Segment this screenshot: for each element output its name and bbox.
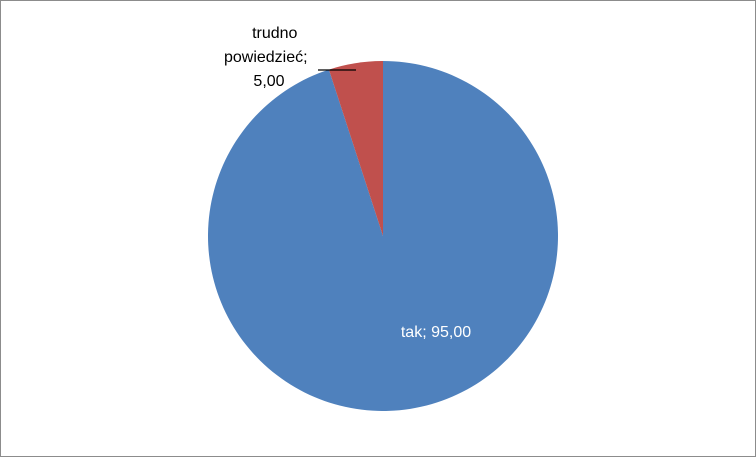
slice-label-trudno-powiedziec: trudno powiedzieć; 5,00 (224, 25, 312, 90)
slice-label-trudno-line3: 5,00 (253, 73, 284, 90)
pie-slice-tak (207, 61, 558, 411)
pie-slices (207, 61, 558, 411)
slice-label-trudno-line2: powiedzieć; (224, 49, 308, 66)
slice-label-trudno-line1: trudno (252, 25, 297, 42)
slice-label-tak: tak; 95,00 (401, 324, 471, 341)
pie-slice-trudno-powiedzie- (328, 61, 383, 236)
